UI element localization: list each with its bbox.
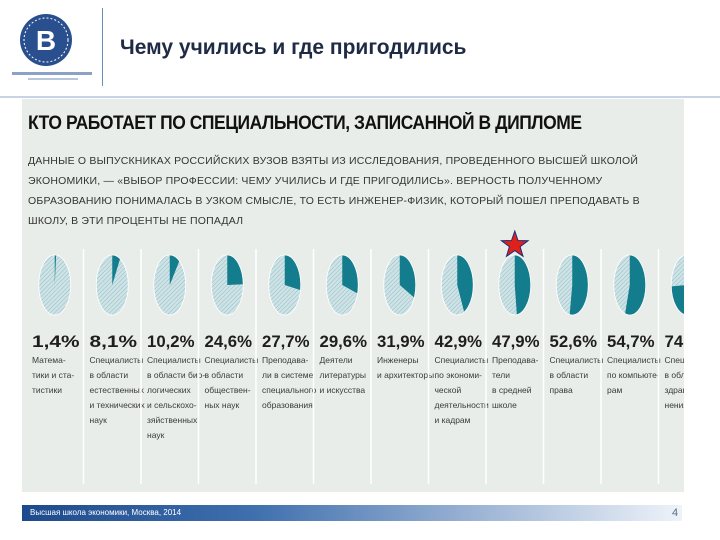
value-label: 24,6%	[205, 332, 253, 351]
pie-slice	[169, 254, 180, 285]
category-label: литературы	[320, 370, 366, 380]
header-rule	[0, 96, 720, 98]
category-label: школе	[492, 400, 517, 410]
footer-text: Высшая школа экономики, Москва, 2014	[30, 508, 182, 517]
hse-logo: В	[12, 14, 92, 80]
category-label: нения	[665, 400, 685, 410]
pie-slice	[342, 255, 359, 294]
category-label: Инженеры	[377, 355, 418, 365]
pie-outline	[613, 254, 647, 316]
pie-slice	[227, 255, 244, 285]
category-label: тистики	[32, 385, 62, 395]
pie-outline	[38, 254, 72, 316]
logo-caption-bar	[28, 78, 78, 80]
value-label: 74,3%	[665, 332, 685, 351]
category-label: и сельскохо-	[147, 400, 197, 410]
pie-outline	[268, 254, 302, 316]
category-label: в области	[90, 370, 129, 380]
category-label: деятельности	[435, 400, 489, 410]
category-label: рам	[607, 385, 622, 395]
category-label: ных наук	[205, 400, 240, 410]
pie-slice	[112, 255, 121, 285]
value-label: 29,6%	[320, 332, 368, 351]
category-label: здравоохра-	[665, 385, 685, 395]
pie-slice	[284, 255, 301, 291]
value-label: 31,9%	[377, 332, 425, 351]
pie-outline	[153, 254, 187, 316]
category-label: Преподава-	[492, 355, 539, 365]
star-icon	[499, 229, 530, 258]
category-label: и искусства	[320, 385, 366, 395]
category-label: по экономи-	[435, 370, 483, 380]
value-label: 27,7%	[262, 332, 310, 351]
category-label: ли в системе	[262, 370, 314, 380]
value-label: 8,1%	[90, 332, 138, 351]
svg-text:В: В	[36, 25, 56, 56]
value-label: 54,7%	[607, 332, 655, 351]
value-label: 52,6%	[550, 332, 598, 351]
value-label: 42,9%	[435, 332, 483, 351]
pie-slice	[569, 254, 589, 315]
category-label: естественных	[90, 385, 145, 395]
category-label: Специалисты	[205, 355, 259, 365]
logo-caption-bar	[12, 72, 92, 75]
infographic-description: ДАННЫЕ О ВЫПУСКНИКАХ РОССИЙСКИХ ВУЗОВ ВЗ…	[28, 155, 640, 227]
pie-outline	[555, 254, 589, 316]
pie-outline	[383, 254, 417, 316]
pie-slice	[671, 285, 684, 315]
category-label: обществен-	[205, 385, 251, 395]
category-label: Специалисты	[665, 355, 685, 365]
pie-slice	[514, 254, 531, 315]
category-label: в средней	[492, 385, 532, 395]
category-label: Специалисты	[435, 355, 489, 365]
category-label: образования	[262, 400, 313, 410]
category-label: логических	[147, 385, 192, 395]
category-label: специального	[262, 385, 317, 395]
category-label: Преподава-	[262, 355, 309, 365]
hse-emblem-icon: В	[20, 14, 72, 66]
pie-slice	[54, 255, 57, 285]
pie-slice	[625, 255, 646, 315]
category-label: наук	[90, 415, 108, 425]
infographic-title: КТО РАБОТАЕТ ПО СПЕЦИАЛЬНОСТИ, ЗАПИСАННО…	[28, 113, 582, 134]
category-label: в области	[550, 370, 589, 380]
pie-chart-grid: 1,4% Матема-тики и ста-тистики 8,1% Специал…	[32, 229, 685, 484]
header-divider	[102, 8, 103, 86]
category-label: в области	[205, 370, 244, 380]
pie-outline	[670, 255, 684, 315]
category-label: права	[550, 385, 573, 395]
category-label: наук	[147, 430, 165, 440]
slide-header: В Чему учились и где пригодились	[0, 0, 720, 92]
page-number: 4	[672, 507, 679, 519]
infographic-panel: КТО РАБОТАЕТ ПО СПЕЦИАЛЬНОСТИ, ЗАПИСАННО…	[22, 99, 684, 492]
category-label: Специалисты	[550, 355, 604, 365]
category-label: Матема-	[32, 355, 66, 365]
category-label: ческой	[435, 385, 462, 395]
category-label: в области био-	[147, 370, 205, 380]
category-label: и технических	[90, 400, 146, 410]
value-label: 10,2%	[147, 332, 195, 351]
pie-outline	[440, 254, 474, 316]
category-label: тики и ста-	[32, 370, 74, 380]
category-label: Деятели	[320, 355, 353, 365]
category-label: по компьюте-	[607, 370, 660, 380]
pie-outline	[210, 254, 244, 316]
category-label: тели	[492, 370, 510, 380]
pie-outline	[498, 254, 532, 316]
category-label: зяйственных	[147, 415, 198, 425]
category-label: Специалисты	[147, 355, 201, 365]
category-label: в области	[665, 370, 685, 380]
pie-slice	[457, 255, 474, 313]
category-label: и кадрам	[435, 415, 471, 425]
category-label: Специалисты	[90, 355, 144, 365]
footer-bar	[22, 505, 682, 521]
pie-outline	[325, 254, 359, 316]
slide-title: Чему учились и где пригодились	[120, 36, 467, 59]
pie-outline	[95, 254, 129, 316]
category-label: Специалисты	[607, 355, 661, 365]
value-label: 47,9%	[492, 332, 540, 351]
value-label: 1,4%	[32, 332, 80, 351]
category-label: и архитекторы	[377, 370, 434, 380]
